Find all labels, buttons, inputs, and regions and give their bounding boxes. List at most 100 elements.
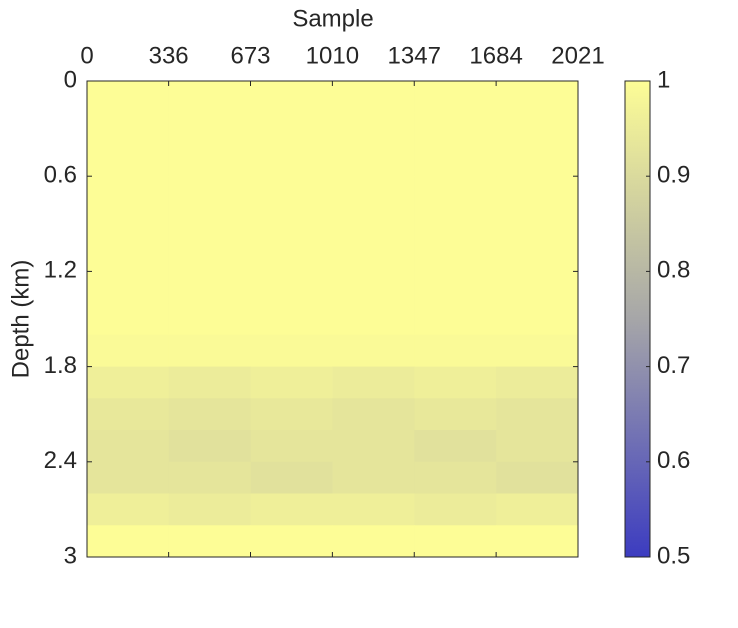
heatmap-cell: [332, 112, 415, 145]
heatmap-cell: [332, 398, 415, 431]
heatmap-cell: [250, 398, 333, 431]
y-axis-label: Depth (km): [7, 260, 34, 379]
heatmap-cell: [414, 461, 497, 495]
heatmap-cell: [250, 81, 333, 114]
heatmap-cell: [414, 334, 497, 368]
heatmap-cell: [414, 398, 497, 431]
heatmap-cell: [87, 430, 170, 463]
heatmap-cell: [250, 239, 333, 272]
heatmap-cell: [87, 493, 170, 526]
heatmap-cell: [332, 271, 415, 304]
heatmap-cell: [168, 525, 252, 558]
heatmap-cell: [414, 176, 497, 209]
heatmap-cell: [168, 144, 252, 177]
heatmap-cell: [168, 81, 252, 114]
y-tick-label: 2.4: [44, 447, 77, 474]
heatmap-cell: [414, 144, 497, 177]
heatmap-cell: [168, 461, 252, 495]
colorbar-tick-label: 0.7: [657, 352, 690, 379]
heatmap-cell: [250, 430, 333, 463]
x-tick-label: 336: [149, 42, 189, 69]
heatmap-cell: [250, 334, 333, 368]
heatmap-cell: [332, 430, 415, 463]
x-tick-label: 1347: [388, 42, 441, 69]
heatmap-cell: [496, 81, 579, 114]
heatmap-cell: [168, 430, 252, 463]
heatmap-cell: [87, 81, 170, 114]
heatmap-cell: [168, 303, 252, 336]
heatmap-cell: [250, 525, 333, 558]
heatmap-cell: [250, 112, 333, 145]
heatmap-cell: [87, 461, 170, 495]
colorbar-tick-label: 0.8: [657, 257, 690, 284]
heatmap-cell: [332, 207, 415, 241]
heatmap-cell: [250, 366, 333, 399]
heatmap-cell: [414, 239, 497, 272]
y-tick-label: 1.2: [44, 257, 77, 284]
heatmap-cell: [87, 398, 170, 431]
colorbar-tick-label: 0.5: [657, 542, 690, 569]
heatmap-cell: [414, 430, 497, 463]
heatmap-cell: [168, 398, 252, 431]
heatmap-cell: [414, 81, 497, 114]
heatmap-cell: [414, 112, 497, 145]
heatmap-cell: [250, 271, 333, 304]
heatmap-cell: [168, 334, 252, 368]
heatmap-cell: [496, 112, 579, 145]
heatmap-cell: [414, 207, 497, 241]
heatmap-cell: [332, 493, 415, 526]
colorbar-tick-label: 1: [657, 66, 670, 93]
heatmap-cell: [496, 207, 579, 241]
y-tick-label: 3: [64, 542, 77, 569]
heatmap-cell: [414, 271, 497, 304]
heatmap-cell: [496, 398, 579, 431]
heatmap-cell: [87, 525, 170, 558]
heatmap-cell: [414, 366, 497, 399]
heatmap-cell: [168, 207, 252, 241]
x-tick-label: 0: [80, 42, 93, 69]
colorbar: [624, 80, 651, 558]
heatmap-cell: [496, 493, 579, 526]
heatmap-cell: [87, 366, 170, 399]
heatmap-cell: [168, 112, 252, 145]
heatmap-cell: [168, 493, 252, 526]
heatmap-cell: [87, 239, 170, 272]
y-tick-label: 0: [64, 66, 77, 93]
x-tick-label: 1010: [306, 42, 359, 69]
heatmap-cell: [250, 303, 333, 336]
heatmap-cell: [250, 176, 333, 209]
y-tick-label: 1.8: [44, 352, 77, 379]
heatmap-cell: [496, 334, 579, 368]
heatmap-cell: [87, 303, 170, 336]
heatmap-cell: [332, 144, 415, 177]
heatmap-cell: [87, 112, 170, 145]
colorbar-tick-label: 0.6: [657, 447, 690, 474]
heatmap-cell: [414, 303, 497, 336]
heatmap-cell: [414, 525, 497, 558]
heatmap-cell: [168, 176, 252, 209]
y-tick-label: 0.6: [44, 162, 77, 189]
heatmap-cell: [496, 366, 579, 399]
heatmap-cell: [168, 239, 252, 272]
x-tick-label: 2021: [551, 42, 604, 69]
heatmap-cell: [496, 176, 579, 209]
heatmap-cell: [496, 525, 579, 558]
heatmap-cell: [87, 144, 170, 177]
heatmap-cell: [332, 239, 415, 272]
heatmap-cell: [332, 525, 415, 558]
heatmap-cell: [496, 461, 579, 495]
heatmap-cell: [168, 366, 252, 399]
heatmap-cell: [87, 334, 170, 368]
heatmap-cell: [250, 493, 333, 526]
heatmap-cell: [496, 303, 579, 336]
heatmap-cell: [496, 430, 579, 463]
heatmap-cell: [87, 207, 170, 241]
heatmap-cell: [250, 144, 333, 177]
heatmap-cell: [332, 303, 415, 336]
heatmap-cell: [414, 493, 497, 526]
heatmap-cell: [250, 461, 333, 495]
colorbar-tick-label: 0.9: [657, 162, 690, 189]
heatmap-cell: [496, 239, 579, 272]
x-axis-label: Sample: [292, 5, 373, 32]
heatmap-cell: [332, 366, 415, 399]
